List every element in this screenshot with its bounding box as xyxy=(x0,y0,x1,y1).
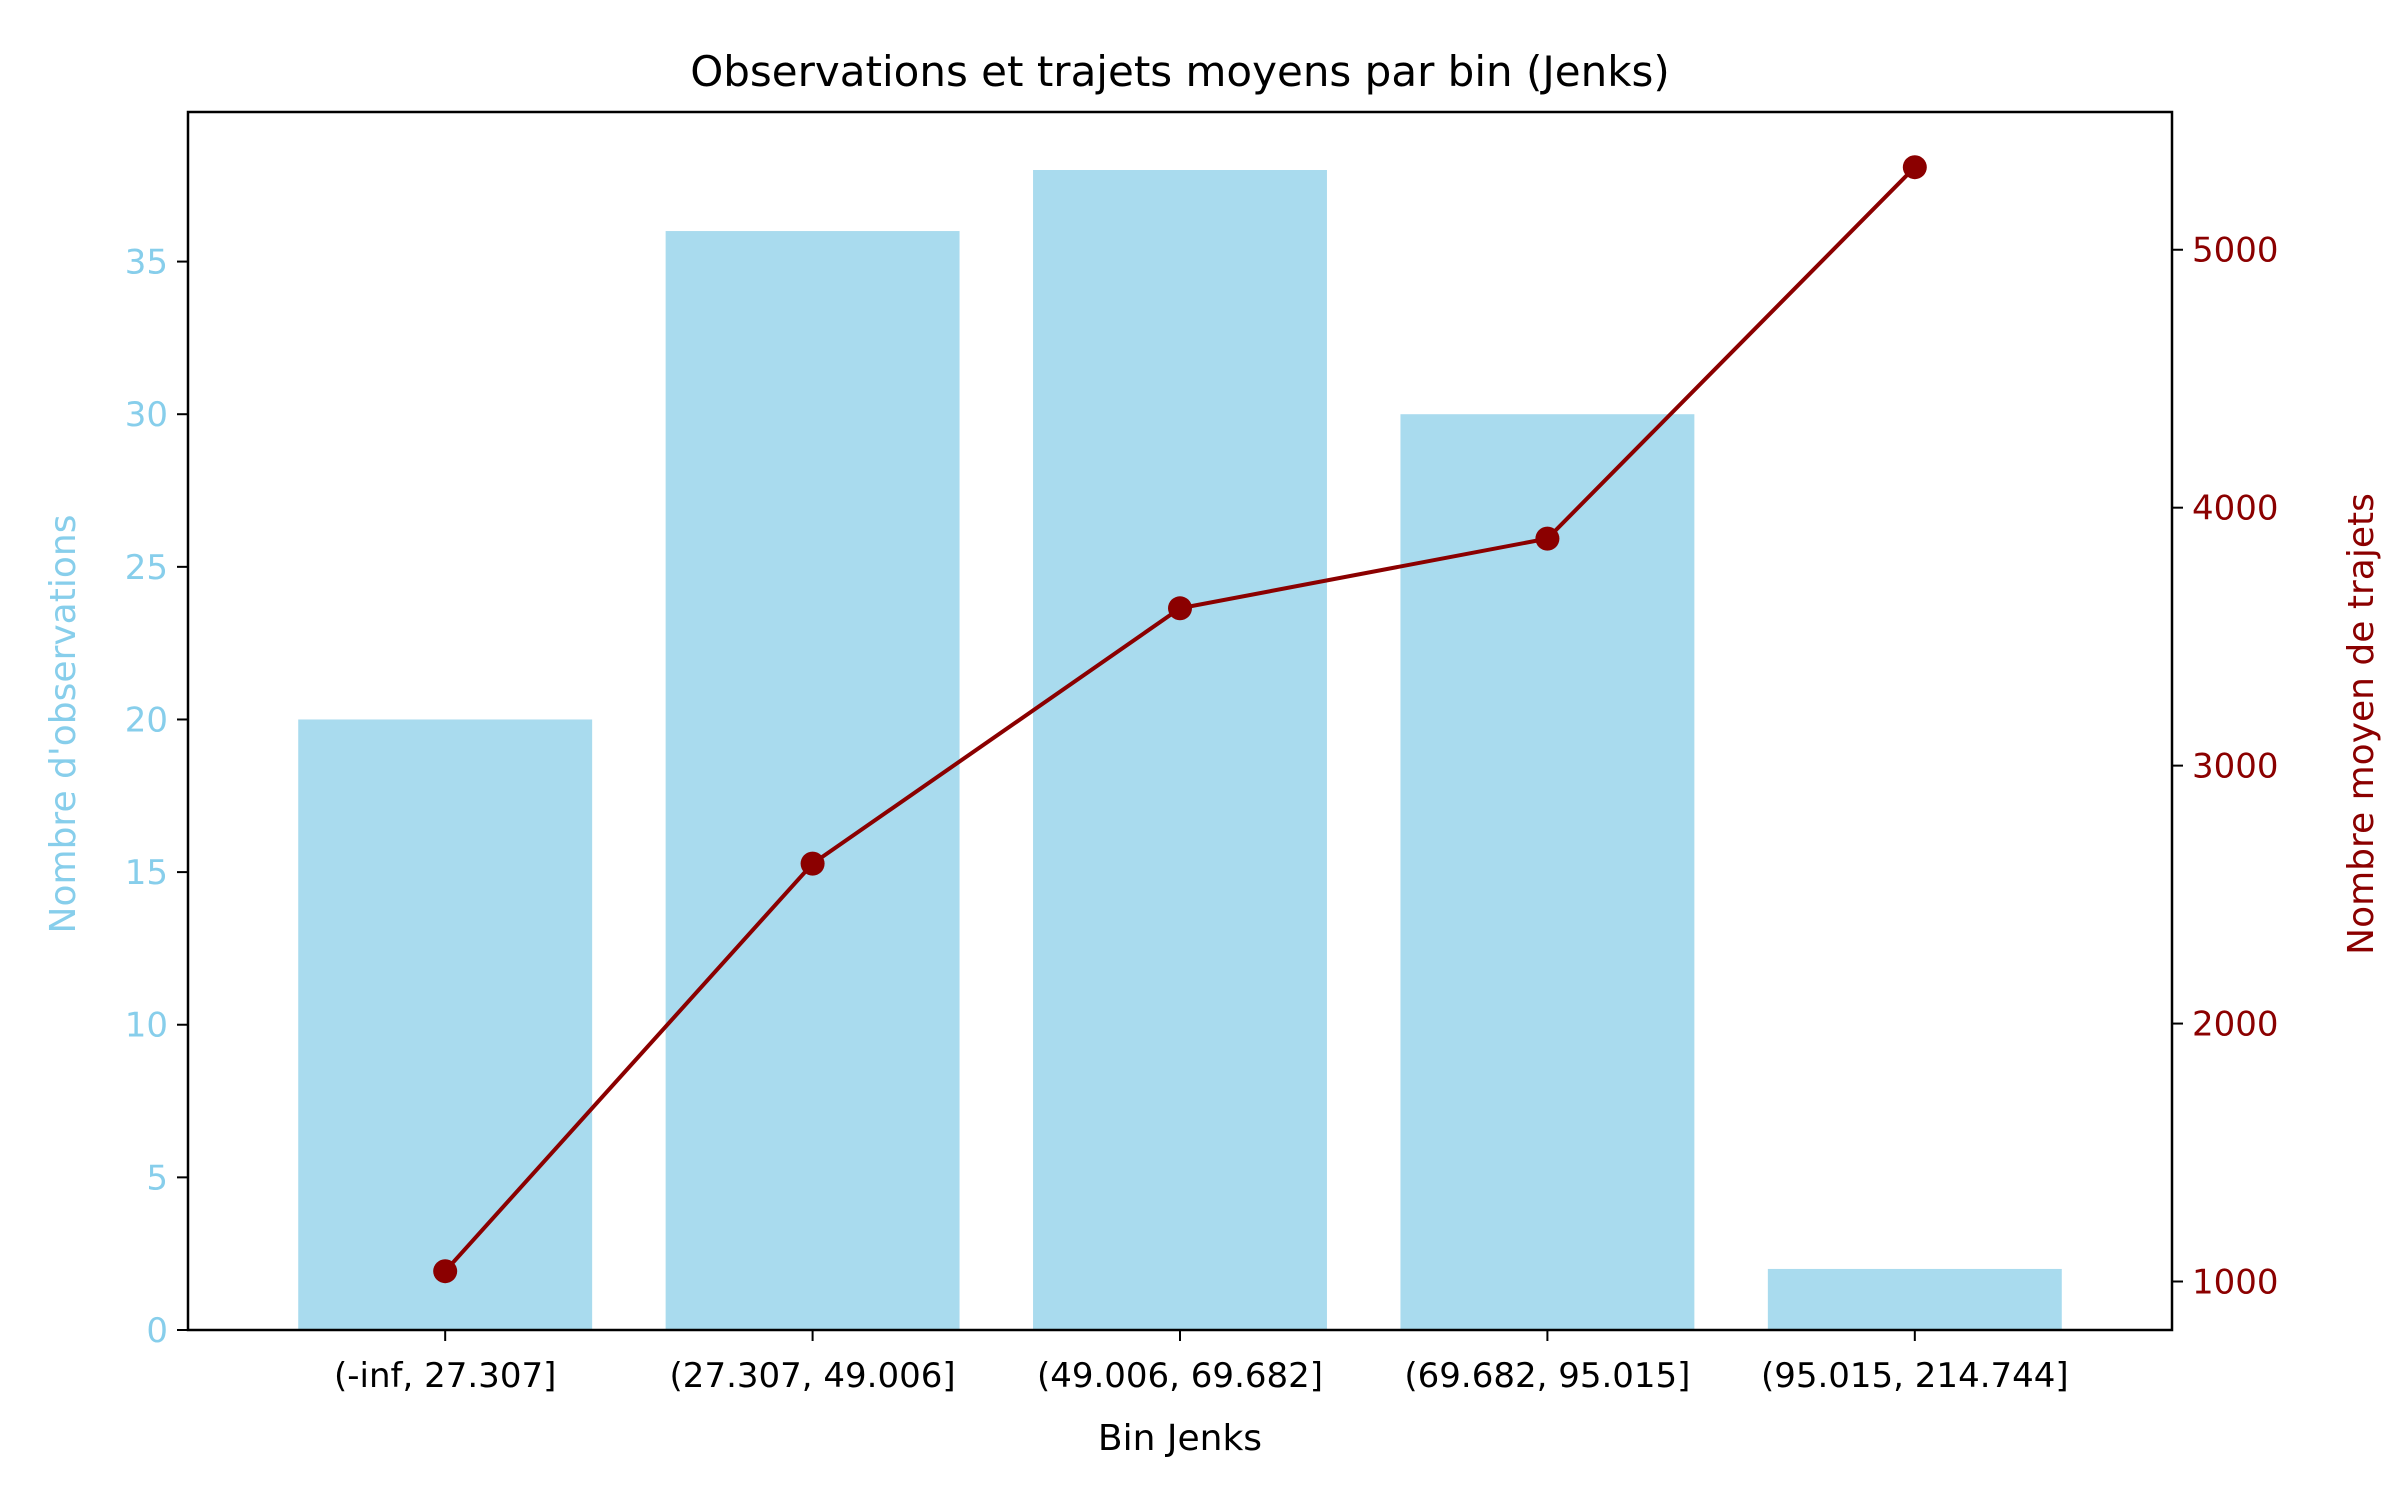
x-axis-label: Bin Jenks xyxy=(1098,1418,1262,1459)
left-y-tick-label: 15 xyxy=(125,853,168,893)
bar xyxy=(298,719,593,1330)
line-series xyxy=(433,155,1927,1284)
left-y-axis-label: Nombre d'observations xyxy=(43,515,84,934)
right-y-axis-label: Nombre moyen de trajets xyxy=(2341,493,2382,955)
x-tick-label: (95.015, 214.744] xyxy=(1761,1356,2069,1396)
x-tick-label: (49.006, 69.682] xyxy=(1037,1356,1323,1396)
bar xyxy=(665,231,960,1331)
line-point xyxy=(800,851,825,876)
left-y-tick-label: 20 xyxy=(125,700,168,740)
bar-series xyxy=(298,170,2062,1331)
left-y-tick-label: 30 xyxy=(125,395,168,435)
left-y-tick-label: 0 xyxy=(146,1311,168,1351)
left-y-tick-label: 35 xyxy=(125,243,168,283)
x-tick-label: (-inf, 27.307] xyxy=(334,1356,556,1396)
bar xyxy=(1033,170,1327,1330)
right-y-tick-label: 1000 xyxy=(2192,1263,2279,1303)
line-point xyxy=(433,1259,458,1284)
left-y-tick-label: 10 xyxy=(125,1006,168,1046)
line-point xyxy=(1535,526,1560,551)
bar xyxy=(1767,1268,2062,1330)
left-y-tick-label: 5 xyxy=(146,1158,168,1198)
right-y-tick-label: 5000 xyxy=(2192,231,2279,271)
x-tick-label: (27.307, 49.006] xyxy=(670,1356,956,1396)
right-y-tick-label: 4000 xyxy=(2192,489,2279,529)
line-point xyxy=(1902,155,1927,180)
right-y-tick-label: 3000 xyxy=(2192,747,2279,787)
chart-title: Observations et trajets moyens par bin (… xyxy=(690,47,1670,96)
axes: (-inf, 27.307] (27.307, 49.006] (49.006, 6… xyxy=(125,110,2279,1396)
x-tick-label: (69.682, 95.015] xyxy=(1404,1356,1690,1396)
line-point xyxy=(1168,596,1192,621)
bar xyxy=(1400,414,1695,1330)
right-y-tick-label: 2000 xyxy=(2192,1005,2279,1045)
left-y-tick-label: 25 xyxy=(125,548,168,588)
